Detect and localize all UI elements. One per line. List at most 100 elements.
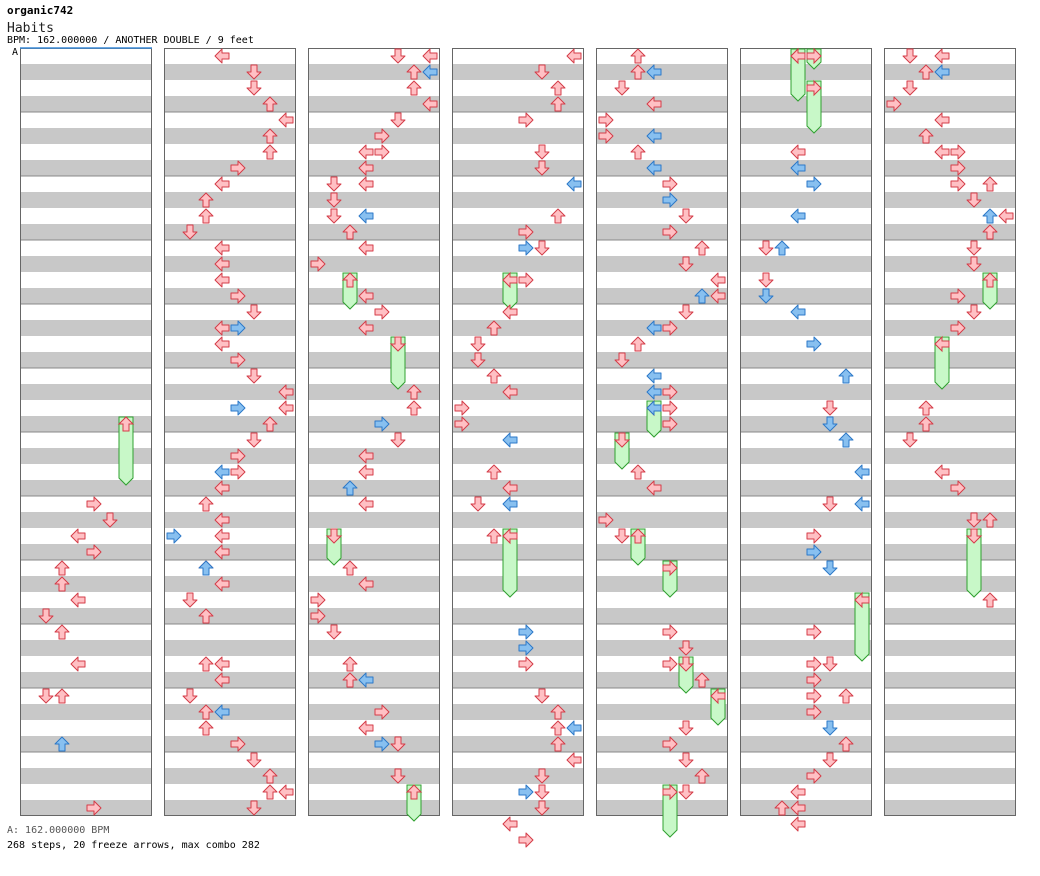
step-arrow-red <box>806 656 822 672</box>
freeze-arrow <box>390 336 406 390</box>
step-arrow-blue <box>358 672 374 688</box>
step-arrow-red <box>662 736 678 752</box>
step-arrow-red <box>390 112 406 128</box>
step-arrow-red <box>982 224 998 240</box>
step-arrow-red <box>822 752 838 768</box>
step-arrow-red <box>694 672 710 688</box>
step-arrow-red <box>662 384 678 400</box>
step-arrow-blue <box>646 400 662 416</box>
step-arrow-red <box>950 320 966 336</box>
chart-column <box>452 48 584 816</box>
step-arrow-red <box>982 512 998 528</box>
step-arrow-red <box>278 112 294 128</box>
step-arrow-red <box>550 720 566 736</box>
step-arrow-blue <box>358 208 374 224</box>
freeze-head-arrow <box>662 559 678 577</box>
freeze-head-arrow <box>662 783 678 801</box>
step-arrow-blue <box>214 464 230 480</box>
step-arrow-red <box>502 816 518 832</box>
step-arrow-red <box>806 688 822 704</box>
step-arrow-red <box>550 736 566 752</box>
step-arrow-red <box>86 496 102 512</box>
step-arrow-red <box>534 784 550 800</box>
step-arrow-red <box>950 144 966 160</box>
step-arrow-red <box>406 64 422 80</box>
freeze-head-arrow <box>806 79 822 97</box>
freeze-head-arrow <box>325 528 343 544</box>
step-arrow-red <box>486 368 502 384</box>
freeze-head-arrow <box>613 432 631 448</box>
freeze-head-arrow <box>502 527 518 545</box>
step-arrow-red <box>918 128 934 144</box>
step-arrow-red <box>806 768 822 784</box>
step-arrow-red <box>486 464 502 480</box>
step-arrow-red <box>182 592 198 608</box>
step-arrow-red <box>214 272 230 288</box>
step-arrow-red <box>710 288 726 304</box>
step-arrow-red <box>262 144 278 160</box>
step-arrow-red <box>534 768 550 784</box>
step-arrow-blue <box>790 160 806 176</box>
step-arrow-red <box>278 784 294 800</box>
step-arrow-red <box>358 176 374 192</box>
step-arrow-red <box>278 400 294 416</box>
freeze-arrow <box>854 592 870 662</box>
step-arrow-red <box>470 336 486 352</box>
step-arrow-red <box>662 400 678 416</box>
step-arrow-red <box>950 480 966 496</box>
step-arrow-red <box>710 272 726 288</box>
freeze-head-arrow <box>341 272 359 288</box>
step-arrow-red <box>534 144 550 160</box>
step-arrow-red <box>662 176 678 192</box>
step-arrow-red <box>54 576 70 592</box>
step-arrow-red <box>422 48 438 64</box>
step-arrow-red <box>662 224 678 240</box>
freeze-head-arrow <box>629 528 647 544</box>
step-arrow-red <box>630 64 646 80</box>
step-arrow-red <box>694 768 710 784</box>
step-arrow-red <box>662 624 678 640</box>
freeze-head-arrow <box>389 336 407 352</box>
step-arrow-red <box>246 64 262 80</box>
step-arrow-red <box>966 192 982 208</box>
step-arrow-red <box>966 240 982 256</box>
step-arrow-red <box>86 544 102 560</box>
step-arrow-red <box>54 624 70 640</box>
step-arrow-blue <box>566 720 582 736</box>
step-arrow-red <box>358 160 374 176</box>
step-arrow-red <box>790 800 806 816</box>
chart-column <box>884 48 1016 816</box>
freeze-head-arrow <box>677 656 695 672</box>
step-arrow-red <box>758 240 774 256</box>
step-arrow-red <box>950 288 966 304</box>
step-arrow-red <box>214 480 230 496</box>
step-arrow-red <box>918 64 934 80</box>
step-arrow-red <box>326 208 342 224</box>
step-arrow-blue <box>230 320 246 336</box>
step-arrow-red <box>598 112 614 128</box>
step-arrow-red <box>422 96 438 112</box>
step-arrow-red <box>198 720 214 736</box>
step-arrow-red <box>822 656 838 672</box>
step-arrow-red <box>886 96 902 112</box>
step-arrow-red <box>390 432 406 448</box>
step-arrow-blue <box>806 176 822 192</box>
step-arrow-blue <box>822 720 838 736</box>
step-arrow-red <box>678 784 694 800</box>
step-arrow-red <box>38 608 54 624</box>
step-arrow-red <box>246 752 262 768</box>
step-arrow-blue <box>646 320 662 336</box>
step-arrow-red <box>502 480 518 496</box>
step-arrow-red <box>614 352 630 368</box>
step-arrow-red <box>918 416 934 432</box>
step-arrow-red <box>214 656 230 672</box>
step-arrow-red <box>598 128 614 144</box>
step-arrow-red <box>454 400 470 416</box>
step-arrow-blue <box>854 464 870 480</box>
step-arrow-red <box>374 128 390 144</box>
step-arrow-red <box>262 128 278 144</box>
step-arrow-red <box>694 240 710 256</box>
step-arrow-red <box>262 96 278 112</box>
step-arrow-red <box>246 368 262 384</box>
step-arrow-red <box>966 512 982 528</box>
